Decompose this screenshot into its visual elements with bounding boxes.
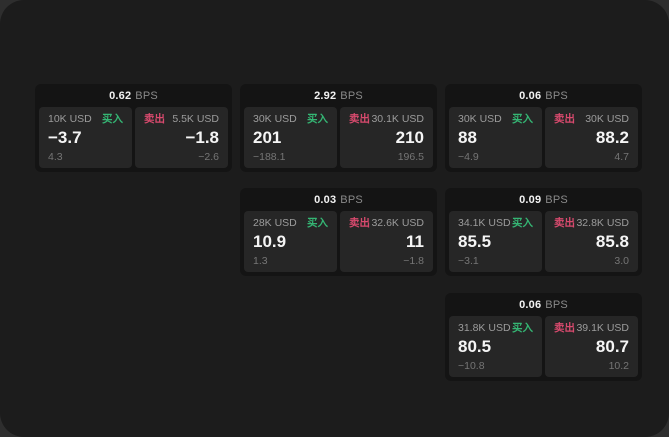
- sell-side-label: 卖出: [554, 113, 575, 125]
- buy-panel[interactable]: 30K USD 买入 88 −4.9: [449, 107, 542, 168]
- sell-price: 85.8: [595, 231, 629, 251]
- bps-unit-label: BPS: [545, 193, 568, 206]
- bps-value: 0.06: [519, 89, 542, 102]
- buy-amount: 30K USD: [253, 113, 297, 125]
- sell-side-label: 卖出: [349, 217, 370, 229]
- sell-sub-value: −2.6: [198, 150, 219, 163]
- buy-amount: 10K USD: [48, 113, 92, 125]
- buy-sell-panels: 31.8K USD 买入 80.5 −10.8 卖出 39.1K USD 80.…: [445, 316, 642, 377]
- buy-side-label: 买入: [102, 113, 123, 125]
- buy-sell-panels: 34.1K USD 买入 85.5 −3.1 卖出 32.8K USD 85.8…: [445, 211, 642, 272]
- buy-panel[interactable]: 31.8K USD 买入 80.5 −10.8: [449, 316, 542, 377]
- buy-price: 88: [458, 127, 477, 147]
- sell-sub-value: 10.2: [608, 359, 629, 372]
- quote-card: 0.09 BPS 34.1K USD 买入 85.5 −3.1 卖出 32.8K…: [445, 188, 642, 276]
- sell-amount: 39.1K USD: [576, 322, 629, 334]
- sell-side-label: 卖出: [144, 113, 165, 125]
- bps-unit-label: BPS: [545, 298, 568, 311]
- sell-panel[interactable]: 卖出 39.1K USD 80.7 10.2: [545, 316, 638, 377]
- sell-price: 210: [395, 127, 424, 147]
- bps-unit-label: BPS: [340, 89, 363, 102]
- buy-sub-value: 1.3: [253, 254, 268, 267]
- bps-value: 0.06: [519, 298, 542, 311]
- bps-value: 2.92: [314, 89, 337, 102]
- buy-side-label: 买入: [512, 322, 533, 334]
- sell-panel[interactable]: 卖出 30K USD 88.2 4.7: [545, 107, 638, 168]
- sell-amount: 32.8K USD: [576, 217, 629, 229]
- quote-card: 0.62 BPS 10K USD 买入 −3.7 4.3 卖出 5.5K USD…: [35, 84, 232, 172]
- sell-panel[interactable]: 卖出 30.1K USD 210 196.5: [340, 107, 433, 168]
- card-header: 0.62 BPS: [35, 84, 232, 107]
- buy-panel[interactable]: 30K USD 买入 201 −188.1: [244, 107, 337, 168]
- buy-sub-value: −4.9: [458, 150, 479, 163]
- buy-panel[interactable]: 10K USD 买入 −3.7 4.3: [39, 107, 132, 168]
- sell-panel[interactable]: 卖出 32.6K USD 11 −1.8: [340, 211, 433, 272]
- quote-card: 0.06 BPS 30K USD 买入 88 −4.9 卖出 30K USD 8…: [445, 84, 642, 172]
- sell-side-label: 卖出: [554, 322, 575, 334]
- sell-price: 88.2: [595, 127, 629, 147]
- sell-panel[interactable]: 卖出 32.8K USD 85.8 3.0: [545, 211, 638, 272]
- card-header: 0.09 BPS: [445, 188, 642, 211]
- buy-sell-panels: 10K USD 买入 −3.7 4.3 卖出 5.5K USD −1.8 −2.…: [35, 107, 232, 168]
- card-header: 0.06 BPS: [445, 84, 642, 107]
- buy-amount: 34.1K USD: [458, 217, 511, 229]
- sell-price: −1.8: [185, 127, 219, 147]
- sell-sub-value: 4.7: [614, 150, 629, 163]
- buy-sub-value: 4.3: [48, 150, 63, 163]
- bps-unit-label: BPS: [135, 89, 158, 102]
- bps-unit-label: BPS: [545, 89, 568, 102]
- buy-side-label: 买入: [512, 113, 533, 125]
- bps-unit-label: BPS: [340, 193, 363, 206]
- sell-side-label: 卖出: [554, 217, 575, 229]
- sell-price: 11: [406, 231, 424, 251]
- buy-price: 10.9: [253, 231, 287, 251]
- buy-sell-panels: 28K USD 买入 10.9 1.3 卖出 32.6K USD 11 −1.8: [240, 211, 437, 272]
- buy-price: −3.7: [48, 127, 82, 147]
- sell-sub-value: 196.5: [397, 150, 424, 163]
- sell-amount: 5.5K USD: [172, 113, 219, 125]
- sell-side-label: 卖出: [349, 113, 370, 125]
- bps-value: 0.09: [519, 193, 542, 206]
- buy-price: 201: [253, 127, 282, 147]
- buy-side-label: 买入: [307, 113, 328, 125]
- buy-amount: 28K USD: [253, 217, 297, 229]
- quote-card: 0.03 BPS 28K USD 买入 10.9 1.3 卖出 32.6K US…: [240, 188, 437, 276]
- buy-panel[interactable]: 28K USD 买入 10.9 1.3: [244, 211, 337, 272]
- sell-amount: 32.6K USD: [371, 217, 424, 229]
- card-header: 0.03 BPS: [240, 188, 437, 211]
- bps-value: 0.62: [109, 89, 132, 102]
- buy-panel[interactable]: 34.1K USD 买入 85.5 −3.1: [449, 211, 542, 272]
- quote-card: 2.92 BPS 30K USD 买入 201 −188.1 卖出 30.1K …: [240, 84, 437, 172]
- sell-price: 80.7: [595, 336, 629, 356]
- buy-amount: 30K USD: [458, 113, 502, 125]
- sell-panel[interactable]: 卖出 5.5K USD −1.8 −2.6: [135, 107, 228, 168]
- sell-amount: 30K USD: [585, 113, 629, 125]
- buy-sell-panels: 30K USD 买入 88 −4.9 卖出 30K USD 88.2 4.7: [445, 107, 642, 168]
- buy-side-label: 买入: [512, 217, 533, 229]
- sell-sub-value: 3.0: [614, 254, 629, 267]
- card-header: 2.92 BPS: [240, 84, 437, 107]
- sell-sub-value: −1.8: [403, 254, 424, 267]
- buy-sub-value: −10.8: [458, 359, 485, 372]
- buy-sub-value: −3.1: [458, 254, 479, 267]
- buy-sub-value: −188.1: [253, 150, 286, 163]
- sell-amount: 30.1K USD: [371, 113, 424, 125]
- buy-side-label: 买入: [307, 217, 328, 229]
- card-header: 0.06 BPS: [445, 293, 642, 316]
- buy-sell-panels: 30K USD 买入 201 −188.1 卖出 30.1K USD 210 1…: [240, 107, 437, 168]
- buy-price: 80.5: [458, 336, 492, 356]
- bps-value: 0.03: [314, 193, 337, 206]
- buy-amount: 31.8K USD: [458, 322, 511, 334]
- quote-card: 0.06 BPS 31.8K USD 买入 80.5 −10.8 卖出 39.1…: [445, 293, 642, 381]
- buy-price: 85.5: [458, 231, 492, 251]
